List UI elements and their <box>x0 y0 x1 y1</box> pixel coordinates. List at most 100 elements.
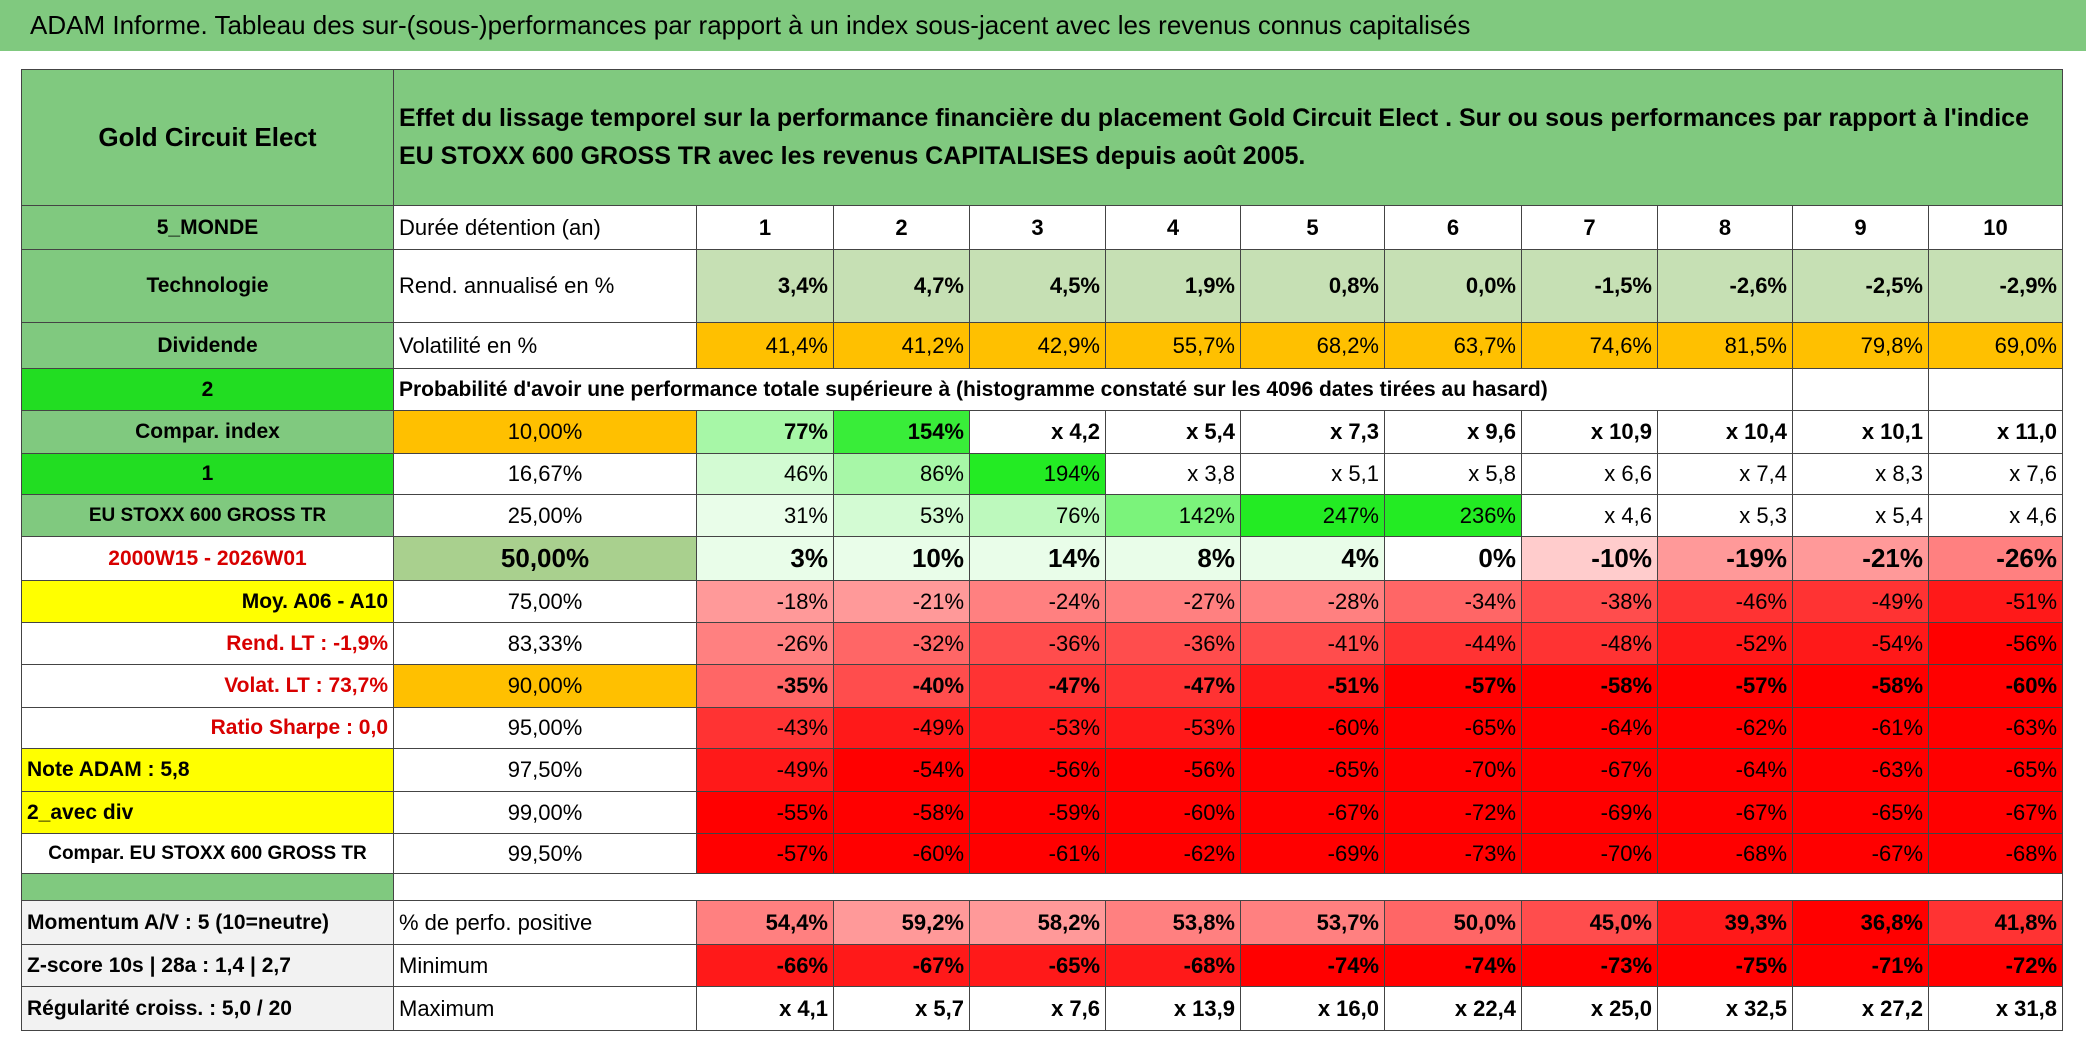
value-cell: -65% <box>1793 792 1929 834</box>
value-cell: x 5,8 <box>1385 454 1522 495</box>
value-cell: 4,5% <box>970 250 1106 323</box>
row-header: 83,33% <box>394 623 697 665</box>
value-cell: x 5,4 <box>1106 411 1241 454</box>
empty-cell <box>1929 369 2063 411</box>
value-cell: -65% <box>1929 749 2063 792</box>
row-label: Ratio Sharpe : 0,0 <box>21 708 394 749</box>
value-cell: -52% <box>1658 623 1793 665</box>
row-label: Note ADAM : 5,8 <box>21 749 394 792</box>
row-label: Compar. index <box>21 411 394 454</box>
value-cell: -2,6% <box>1658 250 1793 323</box>
value-cell: x 27,2 <box>1793 987 1929 1031</box>
value-cell: -67% <box>1241 792 1385 834</box>
value-cell: x 6,6 <box>1522 454 1658 495</box>
value-cell: -61% <box>970 834 1106 874</box>
value-cell: -53% <box>970 708 1106 749</box>
value-cell: -65% <box>970 945 1106 987</box>
value-cell: -27% <box>1106 581 1241 623</box>
value-cell: 236% <box>1385 495 1522 537</box>
row-label: EU STOXX 600 GROSS TR <box>21 495 394 537</box>
value-cell: 142% <box>1106 495 1241 537</box>
value-cell: -62% <box>1658 708 1793 749</box>
value-cell: 68,2% <box>1241 323 1385 369</box>
value-cell: -49% <box>1793 581 1929 623</box>
value-cell: 55,7% <box>1106 323 1241 369</box>
value-cell: -56% <box>1106 749 1241 792</box>
value-cell: -54% <box>1793 623 1929 665</box>
value-cell: x 4,1 <box>697 987 834 1031</box>
value-cell: -67% <box>834 945 970 987</box>
value-cell: -2,9% <box>1929 250 2063 323</box>
value-cell: -64% <box>1658 749 1793 792</box>
row-label: Moy. A06 - A10 <box>21 581 394 623</box>
value-cell: 8% <box>1106 537 1241 581</box>
value-cell: -43% <box>697 708 834 749</box>
value-cell: -69% <box>1522 792 1658 834</box>
value-cell: 42,9% <box>970 323 1106 369</box>
row-label: Volat. LT : 73,7% <box>21 665 394 708</box>
value-cell: 53,7% <box>1241 901 1385 945</box>
value-cell: -60% <box>834 834 970 874</box>
value-cell: x 10,9 <box>1522 411 1658 454</box>
value-cell: x 3,8 <box>1106 454 1241 495</box>
value-cell: 10% <box>834 537 970 581</box>
value-cell: 41,8% <box>1929 901 2063 945</box>
value-cell: x 32,5 <box>1658 987 1793 1031</box>
row-label: Rend. LT : -1,9% <box>21 623 394 665</box>
value-cell: x 4,2 <box>970 411 1106 454</box>
value-cell: x 16,0 <box>1241 987 1385 1031</box>
value-cell: -61% <box>1793 708 1929 749</box>
value-cell: -58% <box>1522 665 1658 708</box>
value-cell: 77% <box>697 411 834 454</box>
row-header: Minimum <box>394 945 697 987</box>
value-cell: 3% <box>697 537 834 581</box>
spacer-cell <box>394 874 2063 901</box>
value-cell: x 8,3 <box>1793 454 1929 495</box>
row-label: 2000W15 - 2026W01 <box>21 537 394 581</box>
value-cell: 86% <box>834 454 970 495</box>
value-cell: x 31,8 <box>1929 987 2063 1031</box>
value-cell: -10% <box>1522 537 1658 581</box>
value-cell: x 4,6 <box>1522 495 1658 537</box>
section-caption: Probabilité d'avoir une performance tota… <box>394 369 1793 411</box>
value-cell: -53% <box>1106 708 1241 749</box>
value-cell: -51% <box>1929 581 2063 623</box>
value-cell: -65% <box>1241 749 1385 792</box>
column-header: 9 <box>1793 206 1929 250</box>
value-cell: -28% <box>1241 581 1385 623</box>
value-cell: -34% <box>1385 581 1522 623</box>
column-header: 2 <box>834 206 970 250</box>
value-cell: -59% <box>970 792 1106 834</box>
value-cell: -55% <box>697 792 834 834</box>
column-header: 4 <box>1106 206 1241 250</box>
value-cell: 53% <box>834 495 970 537</box>
column-header: 8 <box>1658 206 1793 250</box>
value-cell: 41,2% <box>834 323 970 369</box>
column-header: 7 <box>1522 206 1658 250</box>
row-label: Gold Circuit Elect <box>21 69 394 206</box>
spacer-cell <box>21 874 394 901</box>
row-header: Volatilité en % <box>394 323 697 369</box>
value-cell: -49% <box>697 749 834 792</box>
value-cell: -67% <box>1522 749 1658 792</box>
value-cell: -41% <box>1241 623 1385 665</box>
row-label: Technologie <box>21 250 394 323</box>
value-cell: 76% <box>970 495 1106 537</box>
value-cell: 74,6% <box>1522 323 1658 369</box>
value-cell: x 10,4 <box>1658 411 1793 454</box>
value-cell: -21% <box>1793 537 1929 581</box>
value-cell: 0,0% <box>1385 250 1522 323</box>
row-label: Compar. EU STOXX 600 GROSS TR <box>21 834 394 874</box>
value-cell: 4,7% <box>834 250 970 323</box>
value-cell: -65% <box>1385 708 1522 749</box>
column-header: 1 <box>697 206 834 250</box>
value-cell: -63% <box>1929 708 2063 749</box>
value-cell: -70% <box>1385 749 1522 792</box>
value-cell: -47% <box>970 665 1106 708</box>
value-cell: -60% <box>1929 665 2063 708</box>
value-cell: 0% <box>1385 537 1522 581</box>
value-cell: -74% <box>1241 945 1385 987</box>
value-cell: -18% <box>697 581 834 623</box>
row-header: Durée détention (an) <box>394 206 697 250</box>
